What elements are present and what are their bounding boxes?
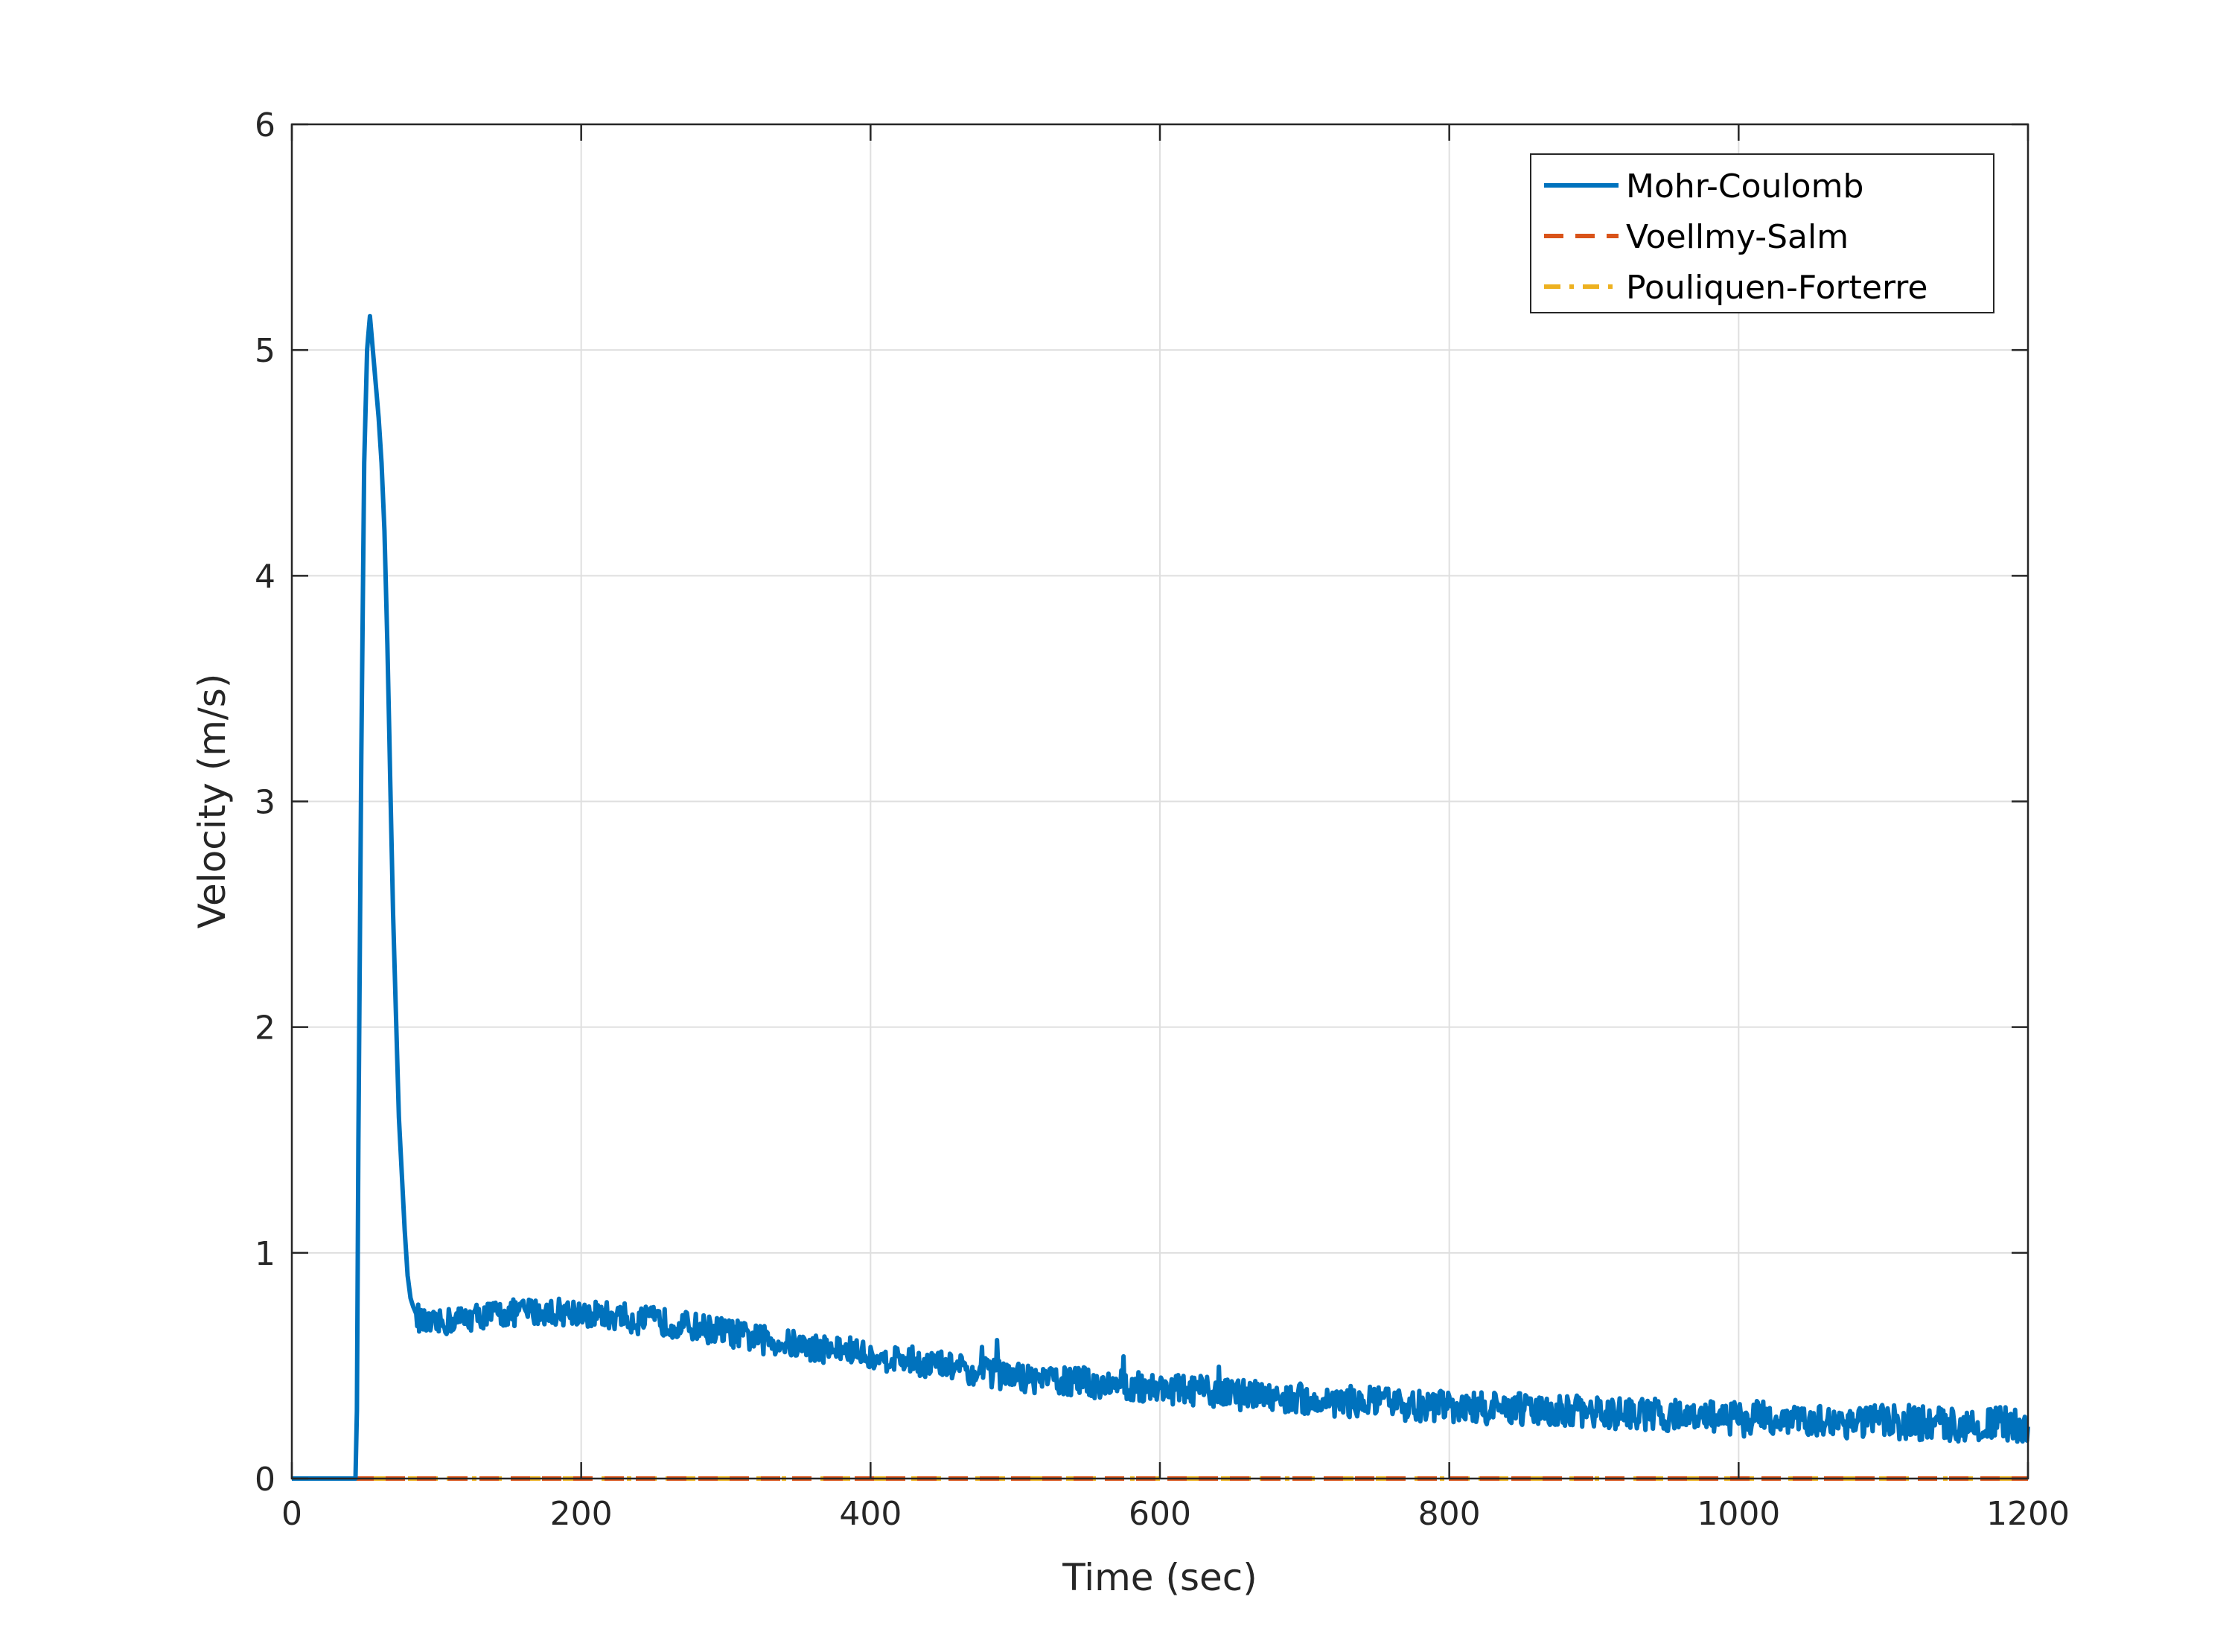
x-tick-label: 800 bbox=[1418, 1495, 1481, 1533]
legend-label: Pouliquen-Forterre bbox=[1626, 269, 1927, 307]
x-tick-label: 600 bbox=[1129, 1495, 1191, 1533]
y-tick-label: 2 bbox=[255, 1010, 275, 1047]
y-tick-label: 6 bbox=[255, 106, 275, 144]
x-tick-label: 400 bbox=[839, 1495, 902, 1533]
legend-label: Mohr-Coulomb bbox=[1626, 168, 1863, 205]
y-tick-label: 4 bbox=[255, 558, 275, 596]
x-axis-title: Time (sec) bbox=[1062, 1556, 1257, 1599]
y-tick-label: 5 bbox=[255, 332, 275, 370]
legend-box bbox=[1530, 153, 1994, 313]
y-tick-label: 1 bbox=[255, 1235, 275, 1273]
x-tick-label: 200 bbox=[550, 1495, 613, 1533]
series-mohr-coulomb bbox=[290, 313, 2030, 1481]
x-tick-label: 1000 bbox=[1697, 1495, 1780, 1533]
legend-label: Voellmy-Salm bbox=[1626, 218, 1849, 256]
grid bbox=[292, 124, 2028, 1479]
y-tick-label: 0 bbox=[255, 1461, 275, 1499]
legend: Mohr-Coulomb Voellmy-Salm Pouliquen-Forter… bbox=[1530, 153, 1994, 313]
ticks: 0 200 400 600 800 1000 1200 0 1 2 3 4 5 6 bbox=[255, 106, 2070, 1533]
y-axis-title: Velocity (m/s) bbox=[191, 674, 234, 929]
y-tick-label: 3 bbox=[255, 784, 275, 822]
x-tick-label: 0 bbox=[281, 1495, 302, 1533]
x-tick-label: 1200 bbox=[1986, 1495, 2070, 1533]
